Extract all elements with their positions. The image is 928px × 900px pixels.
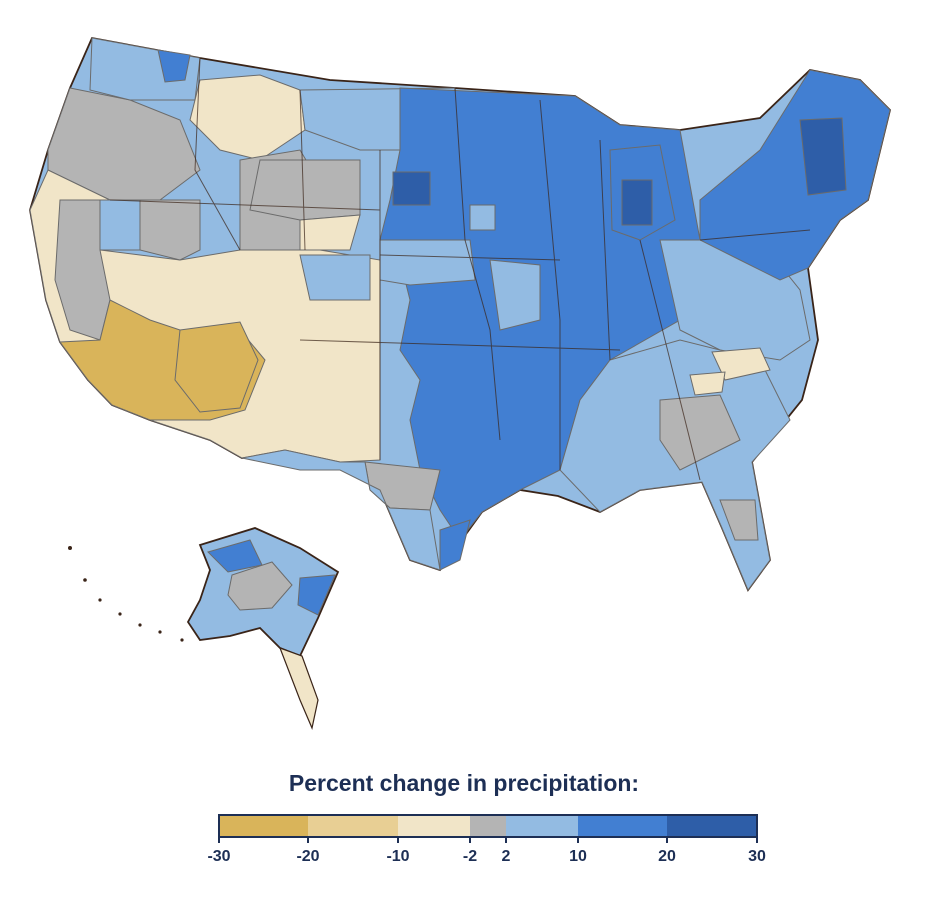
iowa-blue — [469, 204, 496, 231]
legend-tick-label: 20 — [658, 848, 676, 865]
legend-tick-label: -2 — [462, 848, 478, 865]
legend-bin — [578, 815, 667, 837]
nw-cascade-blue — [157, 49, 191, 83]
legend-bin — [667, 815, 757, 837]
nevada-blue — [99, 199, 141, 251]
alaska-north-blue — [207, 539, 263, 573]
legend-bin — [470, 815, 506, 837]
aleutian-islands — [68, 546, 184, 642]
legend-tick-label: -10 — [386, 848, 410, 865]
legend-tick-label: 10 — [569, 848, 587, 865]
state-borders — [109, 57, 811, 481]
michigan-dark-blue — [621, 179, 653, 226]
nebraska-blue — [379, 239, 476, 286]
legend-outline — [218, 814, 758, 838]
legend-color-bar — [218, 814, 758, 843]
legend-tick-label: 2 — [501, 848, 511, 865]
alaska-panhandle-tan — [278, 646, 319, 730]
new-england-dark-blue — [799, 117, 847, 196]
florida-gray — [719, 499, 759, 541]
nevada-gray — [139, 199, 201, 261]
colorado-blue — [299, 254, 371, 301]
legend-bin — [219, 815, 308, 837]
georgia-gray — [659, 394, 741, 471]
gulf-coast-blue — [439, 519, 471, 571]
texas-blue — [241, 449, 441, 571]
legend-bin — [398, 815, 470, 837]
arizona-dark-tan — [174, 321, 259, 413]
wyoming-tan — [299, 214, 361, 251]
carolina-tan — [711, 347, 771, 381]
missouri-blue — [489, 259, 541, 331]
legend-title: Percent change in precipitation: — [288, 770, 640, 796]
wyoming-gray — [249, 159, 361, 221]
idaho-tan — [189, 74, 306, 161]
carolina-tan-2 — [689, 371, 726, 396]
legend-bin — [308, 815, 398, 837]
legend-tick-label: -20 — [296, 848, 320, 865]
alaska-interior-gray — [227, 561, 293, 611]
south-dakota-dark-blue — [392, 171, 431, 206]
west-texas-gray — [364, 461, 441, 511]
legend-tick-label: 30 — [748, 848, 766, 865]
legend-tick-label: -30 — [207, 848, 231, 865]
alaska-east-blue — [297, 574, 336, 616]
legend-bin — [506, 815, 578, 837]
